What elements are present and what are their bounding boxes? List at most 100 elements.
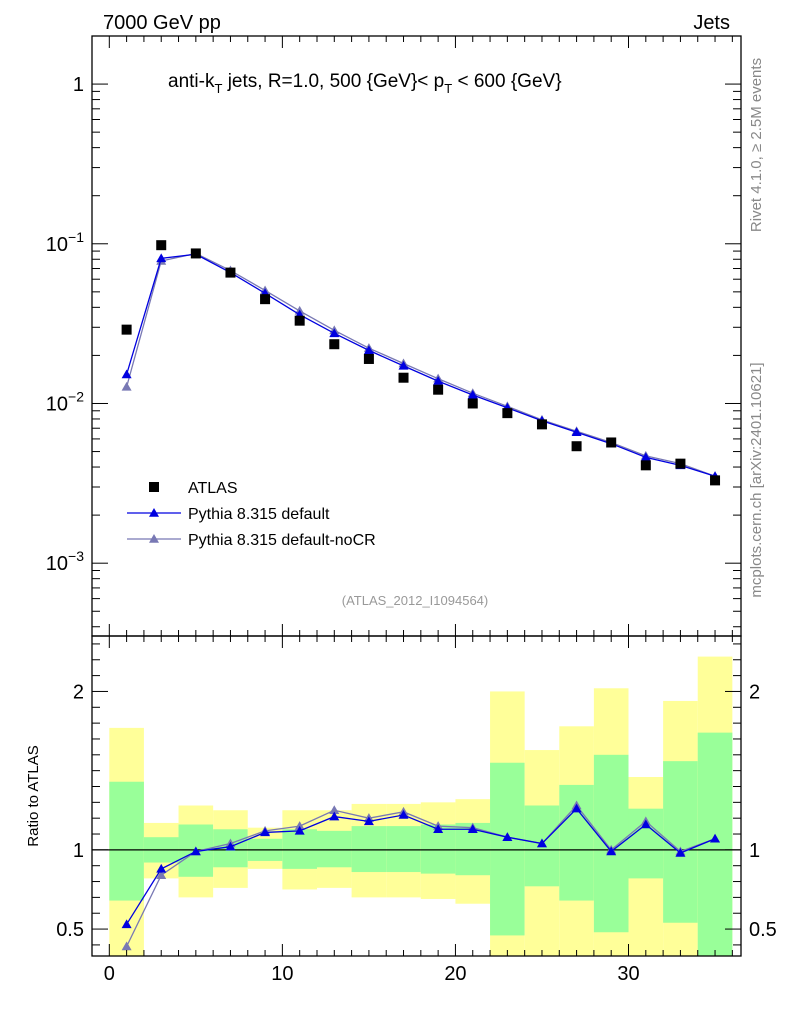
main-point-atlas-1 <box>156 240 167 251</box>
ratio-y-tick-label-left-1: 1 <box>73 840 84 862</box>
main-point-default-9 <box>433 376 444 385</box>
ratio-point-default-12 <box>536 838 547 848</box>
main-point-default-10 <box>467 390 478 399</box>
legend-marker-nocr <box>149 534 159 543</box>
main-point-atlas-2 <box>190 248 201 259</box>
main-point-atlas-7 <box>363 353 374 364</box>
main-point-default-1 <box>156 253 167 263</box>
ratio-point-default-9 <box>433 824 444 834</box>
main-point-default-6 <box>329 328 340 338</box>
collision-label: 7000 GeV pp <box>103 12 221 34</box>
ratio-point-default-10 <box>467 824 478 834</box>
ratio-point-default-1 <box>156 863 167 873</box>
main-point-atlas-4 <box>260 294 271 305</box>
ratio-line-default <box>126 807 716 925</box>
main-series-nocr <box>121 248 721 481</box>
main-point-default-7 <box>363 345 374 355</box>
ratio-point-default-14 <box>606 846 617 856</box>
ratio-y-tick-label-right-1: 1 <box>749 840 760 862</box>
analysis-id: (ATLAS_2012_I1094564) <box>342 593 488 608</box>
band-green-0 <box>109 781 144 901</box>
x-tick-label-10: 10 <box>271 963 293 985</box>
ratio-point-nocr-6 <box>329 805 340 815</box>
legend-label-nocr: Pythia 8.315 default-noCR <box>188 532 376 549</box>
ratio-uncertainty-bands <box>109 656 733 956</box>
ratio-y-axis-label: Ratio to ATLAS <box>25 745 42 846</box>
ratio-point-default-17 <box>710 833 721 843</box>
main-point-atlas-3 <box>225 267 236 278</box>
main-point-atlas-11 <box>502 408 513 419</box>
ratio-point-nocr-1 <box>156 870 167 879</box>
ratio-point-default-8 <box>398 810 409 819</box>
legend-marker-default <box>149 508 159 517</box>
ratio-point-default-16 <box>675 848 686 857</box>
main-point-default-13 <box>571 427 582 437</box>
rivet-label: Rivet 4.1.0, ≥ 2.5M events <box>748 58 765 232</box>
ratio-point-default-0 <box>121 919 132 929</box>
x-tick-label-30: 30 <box>617 963 639 985</box>
band-green-14 <box>593 754 629 933</box>
main-point-atlas-9 <box>433 384 444 395</box>
ratio-y-tick-label-right-0: 0.5 <box>749 919 777 941</box>
legend-marker-atlas <box>149 482 159 492</box>
legend-item-atlas: ATLAS <box>149 480 238 497</box>
plot-title: anti-kT jets, R=1.0, 500 {GeV}< pT < 600… <box>168 71 562 96</box>
main-y-tick-label-1: 10−1 <box>46 229 84 256</box>
ratio-point-default-5 <box>294 825 305 835</box>
ratio-point-nocr-5 <box>294 821 305 830</box>
band-green-7 <box>351 826 387 873</box>
series-layer <box>121 240 721 951</box>
main-y-tick-label-2: 10−2 <box>46 388 84 415</box>
legend-label-default: Pythia 8.315 default <box>188 506 330 523</box>
band-green-6 <box>316 830 352 868</box>
ratio-point-nocr-0 <box>121 941 132 951</box>
ratio-point-default-6 <box>329 811 340 821</box>
ratio-y-tick-label-left-2: 2 <box>73 681 84 703</box>
band-green-16 <box>663 761 698 923</box>
main-point-atlas-13 <box>571 441 582 452</box>
ratio-y-tick-label-right-2: 2 <box>749 681 760 703</box>
legend-item-default: Pythia 8.315 default <box>127 506 330 523</box>
main-point-atlas-10 <box>467 398 478 409</box>
legend-label-atlas: ATLAS <box>188 480 238 497</box>
ratio-point-default-7 <box>363 816 374 826</box>
ratio-frame <box>91 635 742 957</box>
ratio-y-tick-label-left-0: 0.5 <box>56 919 84 941</box>
main-line-default <box>125 253 716 477</box>
main-point-atlas-15 <box>640 460 651 471</box>
ratio-point-default-2 <box>190 846 201 856</box>
legend-item-nocr: Pythia 8.315 default-noCR <box>127 532 376 549</box>
main-series-atlas <box>121 240 721 486</box>
jets-label: Jets <box>693 12 730 34</box>
main-point-atlas-5 <box>294 315 305 326</box>
main-point-atlas-12 <box>536 419 547 430</box>
main-point-nocr-0 <box>121 381 132 391</box>
x-tick-label-20: 20 <box>444 963 466 985</box>
main-point-default-15 <box>640 452 651 462</box>
ratio-point-default-11 <box>502 832 513 841</box>
x-tick-label-0: 0 <box>104 963 115 985</box>
main-point-default-0 <box>121 369 132 379</box>
ratio-series-default <box>121 803 721 929</box>
main-line-nocr <box>125 252 716 477</box>
main-y-tick-label-0: 1 <box>73 74 84 96</box>
band-green-17 <box>697 732 733 956</box>
main-point-atlas-16 <box>675 458 686 469</box>
band-green-5 <box>282 829 317 869</box>
ratio-point-default-13 <box>571 803 582 813</box>
main-point-atlas-8 <box>398 372 409 383</box>
ratio-point-default-4 <box>260 827 271 837</box>
main-series-default <box>121 249 721 481</box>
main-point-atlas-17 <box>710 475 721 486</box>
main-point-atlas-14 <box>606 437 617 448</box>
main-point-atlas-6 <box>329 339 340 350</box>
ratio-line-nocr <box>126 804 716 947</box>
main-y-tick-label-3: 10−3 <box>46 548 84 575</box>
main-point-atlas-0 <box>121 324 132 335</box>
ratio-point-default-15 <box>640 819 651 829</box>
band-green-11 <box>490 762 525 936</box>
band-green-8 <box>386 826 421 873</box>
axes: 0 10 20 30 1 10−1 10−2 10−3 0.5 0.5 1 1 2 2 <box>46 35 777 985</box>
legend: ATLAS Pythia 8.315 default Pythia 8.315 de… <box>127 480 376 549</box>
